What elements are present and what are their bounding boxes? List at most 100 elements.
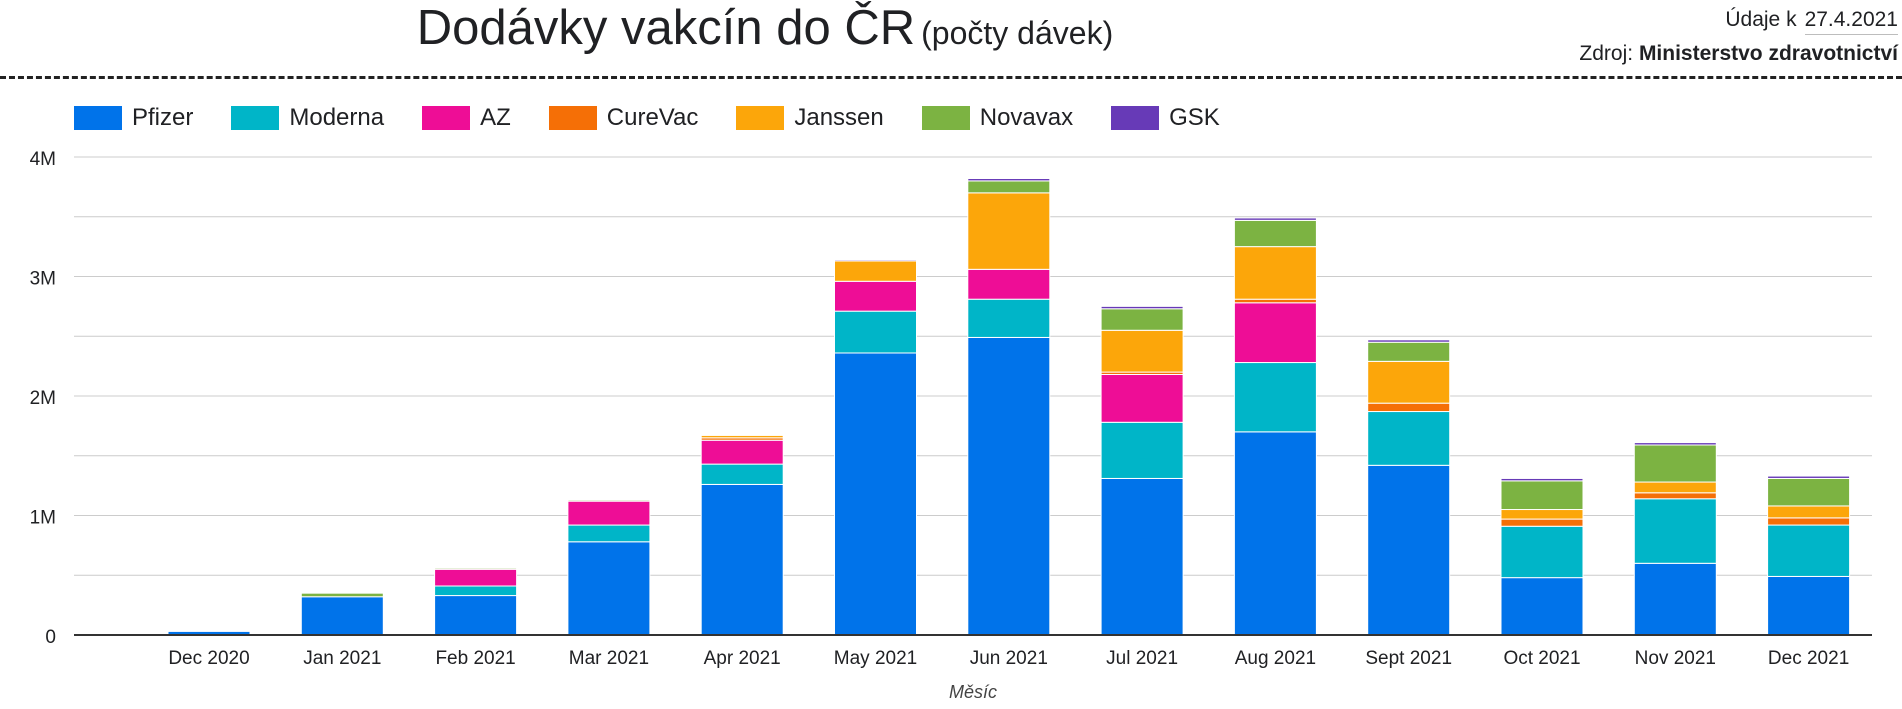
legend-swatch <box>422 106 471 130</box>
y-tick-label: 3M <box>30 269 56 290</box>
legend-item-novavax[interactable]: Novavax <box>921 104 1074 132</box>
legend-item-curevac[interactable]: CureVac <box>548 104 699 132</box>
bar-segment-curevac <box>1767 517 1851 526</box>
legend-label: Moderna <box>289 104 385 131</box>
legend-label: Novavax <box>979 104 1074 131</box>
x-tick-label: Oct 2021 <box>1503 648 1580 669</box>
bar-segment-pfizer <box>700 483 784 636</box>
bar-segment-pfizer <box>1233 431 1317 636</box>
bar-segment-az <box>1100 373 1184 423</box>
bar-segment-moderna <box>1367 411 1451 466</box>
bar-segment-pfizer <box>567 541 651 636</box>
bar-segment-janssen <box>1767 505 1851 519</box>
x-tick-label: Dec 2020 <box>168 648 249 669</box>
bar-segment-pfizer <box>1633 562 1717 636</box>
bar-segment-pfizer <box>1767 575 1851 636</box>
bar-segment-moderna <box>1233 362 1317 433</box>
bar-segment-az <box>434 568 518 587</box>
bar-segment-moderna <box>434 585 518 597</box>
x-tick-label: Mar 2021 <box>569 648 649 669</box>
bar-segment-az <box>1233 302 1317 364</box>
x-tick-label: Sept 2021 <box>1365 648 1452 669</box>
bar-segment-curevac <box>1633 492 1717 500</box>
bar-segment-moderna <box>967 298 1051 338</box>
bar-segment-novavax <box>300 592 384 598</box>
bar-segment-az <box>700 439 784 465</box>
bar-segment-janssen <box>1633 481 1717 494</box>
bar-segment-moderna <box>1633 498 1717 564</box>
x-tick-label: Feb 2021 <box>435 648 515 669</box>
x-tick-label: Jul 2021 <box>1106 648 1178 669</box>
legend-item-az[interactable]: AZ <box>422 104 511 132</box>
bar-segment-moderna <box>700 463 784 485</box>
x-tick-label: Nov 2021 <box>1635 648 1716 669</box>
y-tick-label: 2M <box>30 388 56 409</box>
bar-segment-az <box>567 500 651 526</box>
bar-segment-moderna <box>1500 525 1584 579</box>
bar-segment-moderna <box>1100 421 1184 479</box>
bar-segment-janssen <box>1500 509 1584 520</box>
bar-segment-az <box>967 268 1051 300</box>
data-date-label: Údaje k <box>1725 8 1797 31</box>
bar-segment-novavax <box>1100 308 1184 331</box>
bar-segment-gsk <box>1500 477 1584 482</box>
legend-swatch <box>1111 106 1160 130</box>
legend-label: Pfizer <box>132 104 194 131</box>
legend-swatch <box>736 106 785 130</box>
legend-label: AZ <box>480 104 511 131</box>
data-source-label: Zdroj: <box>1579 42 1634 65</box>
chart-subtitle: (počty dávek) <box>921 15 1114 51</box>
bar-segment-pfizer <box>1367 464 1451 636</box>
bar-segment-novavax <box>1367 341 1451 362</box>
bar-segment-novavax <box>1767 477 1851 507</box>
x-tick-label: Jun 2021 <box>970 648 1048 669</box>
bar-segment-moderna <box>834 310 917 354</box>
legend-item-gsk[interactable]: GSK <box>1111 104 1220 132</box>
bar-segment-gsk <box>834 259 917 262</box>
bar-segment-gsk <box>1233 217 1317 221</box>
chart-title: Dodávky vakcín do ČR <box>416 1 916 55</box>
bar-segment-novavax <box>1500 480 1584 511</box>
legend-item-moderna[interactable]: Moderna <box>231 104 384 132</box>
bar-segment-gsk <box>1100 305 1184 310</box>
bar-segment-gsk <box>967 178 1051 182</box>
y-tick-label: 1M <box>30 508 56 529</box>
legend-label: CureVac <box>606 104 699 131</box>
bar-segment-moderna <box>567 524 651 543</box>
data-source-info: Zdroj: Ministerstvo zdravotnictví <box>1579 42 1898 66</box>
legend-swatch <box>231 106 280 130</box>
data-date-info: Údaje k 27.4.2021 <box>1725 8 1898 35</box>
legend-item-janssen[interactable]: Janssen <box>736 104 884 132</box>
bar-segment-novavax <box>1633 444 1717 483</box>
x-tick-label: Aug 2021 <box>1235 648 1316 669</box>
legend-label: GSK <box>1169 104 1220 131</box>
x-tick-label: Dec 2021 <box>1768 648 1849 669</box>
bar-segment-pfizer <box>967 336 1051 636</box>
bar-segment-pfizer <box>434 595 518 636</box>
bar-segment-gsk <box>1633 442 1717 446</box>
x-tick-label: May 2021 <box>834 648 917 669</box>
x-tick-label: Apr 2021 <box>704 648 781 669</box>
bar-segment-janssen <box>1233 246 1317 300</box>
legend-item-pfizer[interactable]: Pfizer <box>74 104 193 132</box>
bar-segment-pfizer <box>1500 577 1584 636</box>
chart-legend: Pfizer Moderna AZ CureVac Janssen Novavax GSK <box>74 104 1258 132</box>
x-tick-label: Jan 2021 <box>303 648 381 669</box>
bar-segment-janssen <box>834 260 917 282</box>
x-axis-title: Měsíc <box>949 682 997 702</box>
bar-segment-pfizer <box>1100 477 1184 636</box>
bar-segment-janssen <box>967 192 1051 270</box>
legend-label: Janssen <box>794 104 884 131</box>
bar-segment-novavax <box>1233 219 1317 248</box>
bar-segment-novavax <box>967 180 1051 194</box>
y-tick-label: 4M <box>30 149 56 170</box>
bar-segment-pfizer <box>834 352 917 636</box>
bar-segment-pfizer <box>300 596 384 636</box>
legend-swatch <box>921 106 970 130</box>
bar-segment-curevac <box>1500 518 1584 527</box>
bar-segment-gsk <box>1767 475 1851 479</box>
data-source-value: Ministerstvo zdravotnictví <box>1638 42 1898 65</box>
bar-segment-janssen <box>1100 329 1184 373</box>
data-date-value[interactable]: 27.4.2021 <box>1804 8 1898 35</box>
